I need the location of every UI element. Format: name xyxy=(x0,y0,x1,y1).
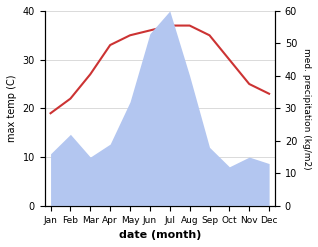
Y-axis label: med. precipitation (kg/m2): med. precipitation (kg/m2) xyxy=(302,48,311,169)
Y-axis label: max temp (C): max temp (C) xyxy=(7,75,17,142)
X-axis label: date (month): date (month) xyxy=(119,230,201,240)
